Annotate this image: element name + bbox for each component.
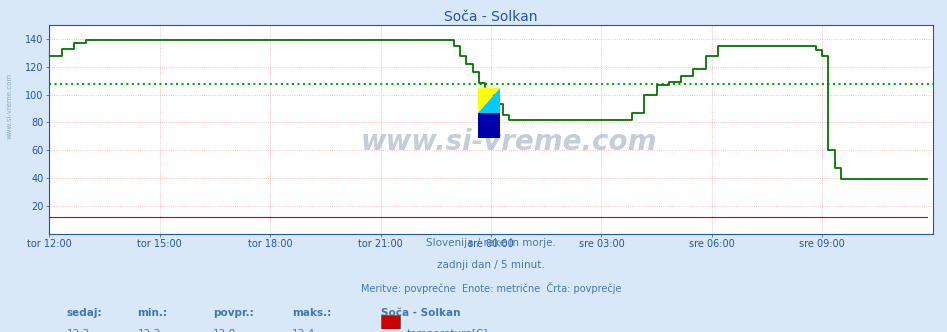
Text: 12,8: 12,8 [213, 329, 236, 332]
Polygon shape [478, 88, 500, 113]
Bar [381, 315, 400, 332]
Text: zadnji dan / 5 minut.: zadnji dan / 5 minut. [438, 260, 545, 270]
Polygon shape [478, 88, 500, 113]
Text: Meritve: povprečne  Enote: metrične  Črta: povprečje: Meritve: povprečne Enote: metrične Črta:… [361, 282, 621, 294]
Polygon shape [478, 113, 500, 138]
Text: www.si-vreme.com: www.si-vreme.com [7, 73, 12, 139]
Text: 12,3: 12,3 [137, 329, 161, 332]
Text: Slovenija / reke in morje.: Slovenija / reke in morje. [426, 238, 556, 248]
Text: sedaj:: sedaj: [67, 308, 102, 318]
Text: min.:: min.: [137, 308, 168, 318]
Text: Soča - Solkan: Soča - Solkan [381, 308, 460, 318]
Text: povpr.:: povpr.: [213, 308, 254, 318]
Text: temperatura[C]: temperatura[C] [407, 329, 489, 332]
Text: www.si-vreme.com: www.si-vreme.com [361, 128, 657, 156]
Text: 13,4: 13,4 [293, 329, 315, 332]
Text: maks.:: maks.: [293, 308, 331, 318]
Title: Soča - Solkan: Soča - Solkan [444, 10, 538, 24]
Text: 12,3: 12,3 [67, 329, 90, 332]
